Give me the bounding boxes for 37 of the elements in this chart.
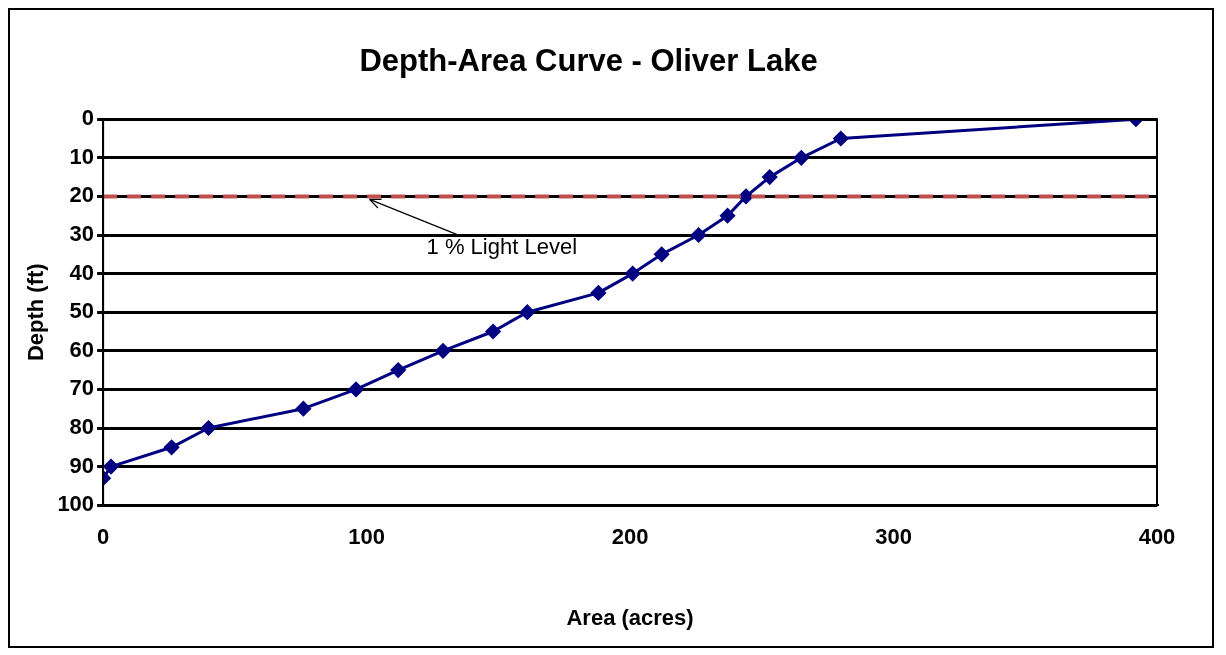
y-tick-label: 20 xyxy=(69,182,95,208)
x-tick-label: 200 xyxy=(611,524,649,550)
y-axis-title: Depth (ft) xyxy=(23,263,49,362)
y-tick-label: 50 xyxy=(69,298,95,324)
point xyxy=(435,343,451,359)
point xyxy=(164,439,180,455)
x-tick-label: 400 xyxy=(1138,524,1176,550)
point xyxy=(833,131,849,146)
y-tick-label: 0 xyxy=(81,105,95,131)
point xyxy=(519,304,535,320)
y-tick-label: 40 xyxy=(69,259,95,285)
point xyxy=(485,324,501,339)
y-tick-label: 80 xyxy=(69,414,95,440)
point xyxy=(390,362,406,378)
point xyxy=(738,188,754,204)
y-tick-label: 10 xyxy=(69,143,95,169)
point xyxy=(762,169,778,185)
point xyxy=(625,266,641,282)
point xyxy=(348,381,364,397)
y-tick-label: 60 xyxy=(69,336,95,362)
point xyxy=(793,150,809,166)
y-tick-label: 30 xyxy=(69,221,95,247)
point xyxy=(720,208,736,224)
x-axis-title: Area (acres) xyxy=(566,604,694,630)
point xyxy=(295,401,311,417)
x-tick-label: 100 xyxy=(348,524,385,550)
y-tick-label: 100 xyxy=(57,491,95,517)
point xyxy=(201,420,216,436)
annotation: 1 % Light Level xyxy=(426,234,578,260)
x-tick-label: 300 xyxy=(875,524,912,550)
y-tick-label: 70 xyxy=(69,375,95,401)
point xyxy=(103,459,119,475)
point xyxy=(654,246,670,262)
y-tick-label: 90 xyxy=(69,452,95,478)
point xyxy=(590,285,606,301)
chart-title: Depth-Area Curve - Oliver Lake xyxy=(359,43,818,79)
point xyxy=(691,227,707,243)
